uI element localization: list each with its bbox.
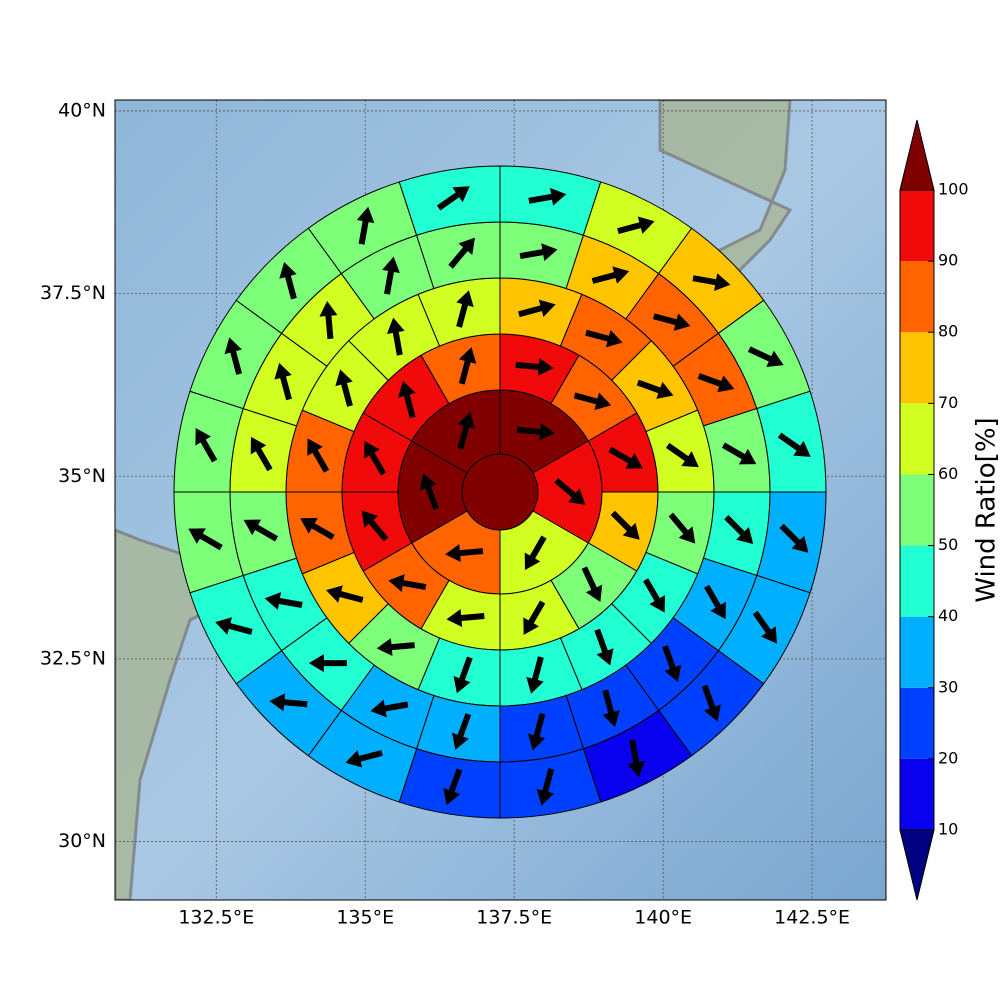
colorbar-tick-label: 60 [938,464,958,483]
colorbar-bin [900,617,934,688]
colorbar-tick-label: 40 [938,606,958,625]
colorbar-tick-label: 100 [938,180,969,199]
y-tick-label: 40°N [58,99,106,121]
colorbar-under [900,830,934,900]
colorbar-tick-label: 30 [938,677,958,696]
colorbar-tick-label: 10 [938,820,958,839]
colorbar-tick-label: 90 [938,251,958,270]
colorbar-bin [900,261,934,332]
sectors [174,166,826,818]
x-tick-label: 132.5°E [178,907,254,929]
colorbar-bin [900,403,934,474]
y-tick-label: 35°N [58,465,106,487]
colorbar-bin [900,759,934,830]
colorbar-over [900,120,934,190]
colorbar-label: Wind Ratio[%] [972,417,1000,602]
colorbar-tick-label: 80 [938,322,958,341]
x-tick-label: 137.5°E [476,907,552,929]
y-tick-label: 30°N [58,830,106,852]
y-tick-label: 37.5°N [40,282,106,304]
colorbar-bin [900,332,934,403]
colorbar-tick-label: 70 [938,393,958,412]
colorbar-tick-label: 20 [938,748,958,767]
colorbar-tick-label: 50 [938,535,958,554]
colorbar-bin [900,474,934,545]
y-tick-label: 32.5°N [40,647,106,669]
colorbar-bin [900,688,934,759]
x-tick-label: 140°E [634,907,692,929]
colorbar: 10 20 30 40 50 60 70 80 90 100 [900,120,969,900]
x-tick-label: 135°E [336,907,394,929]
x-tick-label: 142.5°E [774,907,850,929]
colorbar-bin [900,546,934,617]
colorbar-bin [900,190,934,261]
